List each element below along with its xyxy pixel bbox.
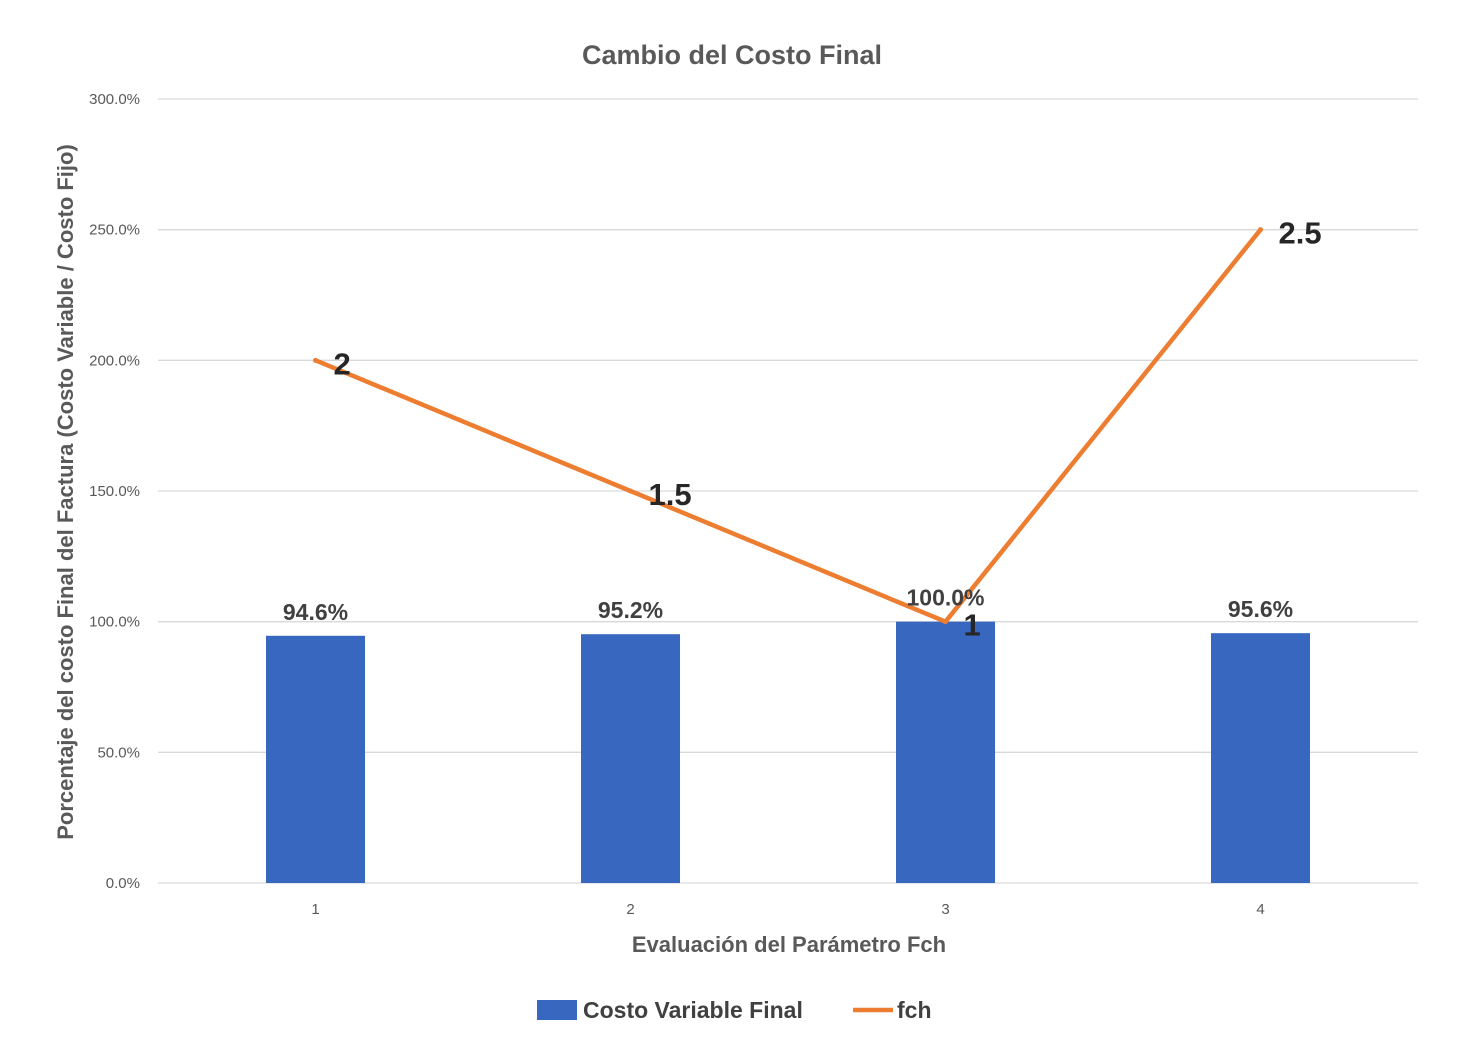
- legend-bar-swatch: [537, 1000, 577, 1020]
- line-data-label: 2: [334, 346, 351, 381]
- legend: Costo Variable Final fch: [537, 997, 932, 1023]
- x-tick-label: 1: [311, 901, 319, 918]
- y-tick-label: 250.0%: [89, 222, 140, 239]
- bar-data-label: 100.0%: [906, 585, 984, 611]
- legend-label: Costo Variable Final: [583, 997, 803, 1023]
- x-tick-label: 2: [626, 901, 634, 918]
- bar: [1211, 633, 1310, 883]
- bar-data-label: 94.6%: [283, 599, 348, 625]
- gridlines: [158, 98, 1418, 884]
- line-point: [1258, 227, 1263, 233]
- bar: [896, 621, 995, 883]
- line-point: [313, 357, 318, 363]
- line-series: [313, 227, 1263, 625]
- bar-data-label: 95.2%: [598, 597, 663, 623]
- y-tick-label: 200.0%: [89, 352, 140, 369]
- y-tick-label: 150.0%: [89, 483, 140, 500]
- y-axis-title: Porcentaje del costo Final del Factura (…: [53, 144, 78, 840]
- bar: [266, 635, 365, 883]
- bar-series: [266, 621, 1310, 883]
- line-point: [628, 488, 633, 494]
- x-axis-title: Evaluación del Parámetro Fch: [632, 932, 946, 957]
- x-axis-ticks: 1 2 3 4: [311, 901, 1264, 918]
- y-tick-label: 0.0%: [106, 875, 140, 892]
- line-data-label: 1.5: [649, 477, 692, 512]
- line-point: [943, 619, 948, 625]
- line-data-label: 1: [964, 608, 981, 643]
- y-tick-label: 100.0%: [89, 614, 140, 631]
- bar-data-label: 95.6%: [1228, 596, 1293, 622]
- data-labels: 94.6% 95.2% 100.0% 95.6% 2 1.5 1 2.5: [283, 216, 1322, 643]
- x-tick-label: 4: [1256, 901, 1264, 918]
- chart-title: Cambio del Costo Final: [582, 40, 882, 70]
- y-tick-label: 50.0%: [97, 744, 140, 761]
- legend-label: fch: [897, 997, 932, 1023]
- bar: [581, 634, 680, 883]
- line-data-label: 2.5: [1279, 216, 1322, 251]
- x-tick-label: 3: [941, 901, 949, 918]
- y-tick-label: 300.0%: [89, 91, 140, 108]
- y-axis-ticks: 0.0% 50.0% 100.0% 150.0% 200.0% 250.0% 300.0%: [89, 91, 140, 892]
- line-series-path: [313, 227, 1263, 624]
